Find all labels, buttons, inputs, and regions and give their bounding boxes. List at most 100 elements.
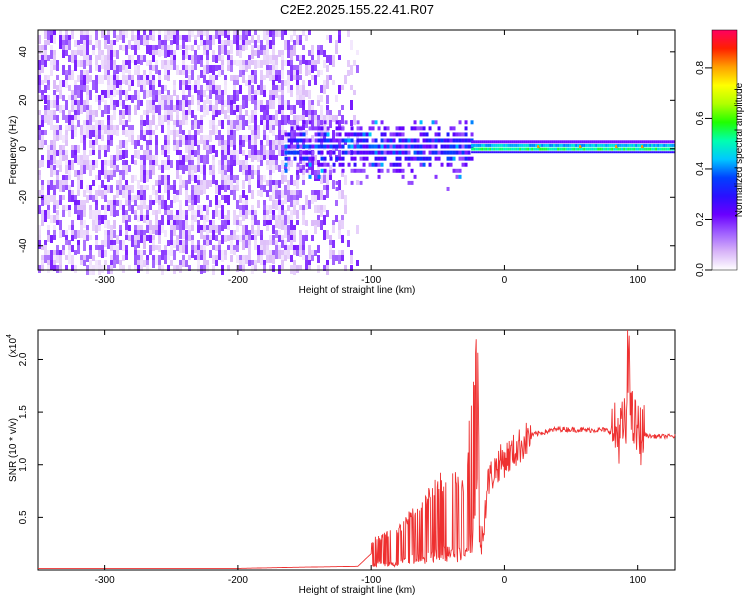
spectrogram-cell: [206, 240, 209, 246]
spectrogram-cell: [89, 75, 92, 82]
spectrogram-cell: [645, 151, 648, 154]
spectrogram-cell: [56, 105, 59, 111]
spectrogram-cell: [77, 200, 80, 207]
spectrogram-cell: [167, 35, 170, 41]
spectrogram-cell: [323, 115, 326, 124]
spectrogram-cell: [323, 156, 327, 161]
spectrogram-cell: [68, 185, 71, 190]
spectrogram-cell: [637, 140, 640, 144]
spectrogram-cell: [293, 135, 296, 140]
spectrogram-cell: [236, 50, 239, 56]
spectrogram-cell: [95, 205, 98, 212]
spectrogram-cell: [62, 210, 65, 217]
spectrogram-cell: [320, 168, 324, 173]
spectrogram-cell: [137, 255, 140, 263]
spectrogram-cell: [284, 60, 287, 66]
spectrogram-cell: [137, 40, 140, 50]
spectrogram-cell: [323, 80, 326, 88]
spectrogram-cell: [287, 156, 291, 161]
spectrogram-cell: [230, 230, 233, 237]
spectrogram-cell: [104, 260, 107, 265]
spectrogram-cell: [236, 90, 239, 95]
spectrogram-cell: [597, 151, 600, 154]
spectrogram-cell: [537, 145, 541, 149]
spectrogram-cell: [68, 160, 71, 165]
spectrogram-cell: [230, 45, 233, 54]
spectrogram-cell: [305, 220, 308, 226]
spectrogram-cell: [329, 240, 332, 245]
spectrogram-cell: [251, 225, 254, 234]
spectrogram-cell: [170, 185, 173, 190]
spectrogram-cell: [203, 145, 206, 150]
spectrogram-cell: [170, 130, 173, 135]
spectrogram-cell: [167, 95, 170, 102]
spectrogram-cell: [661, 140, 664, 144]
spectrogram-cell: [365, 150, 369, 155]
spectrogram-cell: [575, 143, 578, 147]
spectrogram-cell: [122, 245, 125, 251]
spectrogram-cell: [293, 235, 296, 242]
spectrogram-cell: [236, 245, 239, 252]
spectrogram-cell: [209, 235, 212, 244]
spectrogram-cell: [227, 175, 230, 184]
spectrogram-cell: [272, 215, 275, 220]
spectrogram-cell: [191, 85, 194, 90]
spectrogram-cell: [95, 200, 98, 209]
spectrogram-cell: [104, 170, 107, 179]
spectrogram-cell: [251, 70, 254, 77]
spectrogram-cell: [663, 140, 666, 144]
spectrogram-cell: [356, 135, 359, 141]
spectrogram-cell: [53, 165, 56, 172]
spectrogram-cell: [131, 135, 134, 145]
spectrogram-cell: [83, 150, 86, 160]
spectrogram-cell: [110, 95, 113, 101]
spectrogram-cell: [89, 160, 92, 168]
spectrogram-cell: [248, 230, 251, 236]
spectrogram-cell: [266, 50, 269, 59]
spectrogram-cell: [188, 135, 191, 144]
spectrogram-cell: [317, 215, 320, 221]
spectrogram-cell: [209, 145, 212, 154]
spectrogram-cell: [477, 151, 480, 154]
spectrogram-cell: [101, 145, 104, 150]
spectrogram-cell: [266, 150, 269, 159]
spectrogram-cell: [65, 175, 68, 184]
spectrogram-cell: [341, 126, 345, 131]
spectrogram-cell: [326, 144, 330, 149]
spectrogram-cell: [62, 110, 65, 118]
spectrogram-cell: [605, 151, 608, 154]
spectrogram-cell: [77, 245, 80, 254]
spectrogram-cell: [161, 125, 164, 133]
spectrogram-cell: [272, 40, 275, 45]
spectrogram-cell: [197, 175, 200, 181]
spectrogram-cell: [503, 147, 506, 151]
spectrogram-cell: [591, 140, 594, 144]
spectrogram-cell: [143, 200, 146, 209]
spectrogram-cell: [317, 132, 321, 137]
colorbar-tick-label: 0.2: [695, 212, 706, 226]
spectrogram-cell: [38, 240, 41, 249]
spectrogram-cell: [272, 125, 275, 130]
spectrogram-cell: [182, 80, 185, 87]
spectrogram-cell: [140, 215, 143, 221]
spectrogram-cell: [122, 240, 125, 246]
spectrogram-cell: [128, 70, 131, 77]
spectrogram-cell: [128, 75, 131, 82]
spectrogram-cell: [152, 115, 155, 125]
spectrogram-cell: [233, 245, 236, 251]
spectrogram-cell: [581, 140, 584, 144]
spectrogram-cell: [365, 144, 369, 149]
spectrogram-cell: [230, 240, 233, 245]
spectrogram-cell: [269, 170, 272, 178]
spectrogram-cell: [140, 265, 143, 271]
spectrogram-cell: [251, 170, 254, 179]
spectrogram-cell: [182, 135, 185, 145]
spectrogram-cell: [194, 40, 197, 45]
spectrogram-cell: [233, 75, 236, 82]
spectrogram-cell: [290, 65, 293, 75]
spectrogram-cell: [239, 35, 242, 44]
spectrogram-cell: [104, 150, 107, 157]
spectrogram-cell: [585, 147, 588, 151]
spectrogram-x-ticks: -300 -200 -100 0 100: [95, 30, 646, 286]
spectrogram-cell: [254, 135, 257, 142]
